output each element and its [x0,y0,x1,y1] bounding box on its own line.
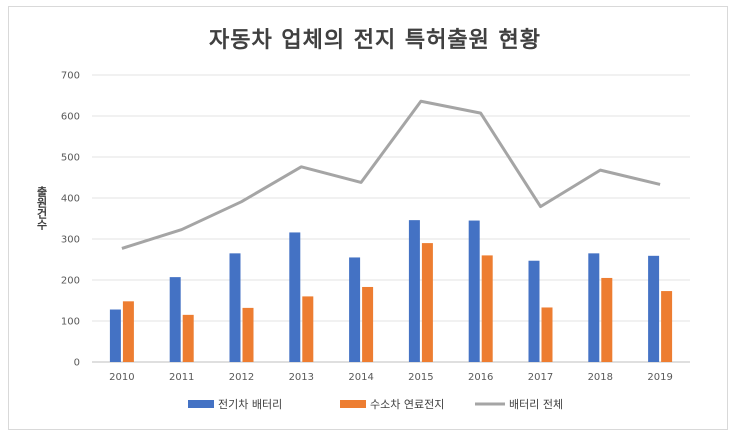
y-tick-label: 400 [61,194,80,205]
legend-label: 배터리 전체 [509,398,563,411]
x-tick-label: 2018 [588,372,613,383]
y-axis-label: 출원건수 [35,186,48,230]
bar-ev-battery [349,257,361,362]
bar-fuel-cell [122,301,134,362]
legend-label: 수소차 연료전지 [370,398,444,411]
x-tick-label: 2016 [468,372,493,383]
y-tick-label: 0 [74,358,80,369]
bar-fuel-cell [481,255,493,362]
bar-fuel-cell [661,291,673,362]
bar-fuel-cell [362,286,374,362]
legend-swatch [340,400,366,408]
legend-label: 전기차 배터리 [218,398,282,411]
y-tick-label: 300 [61,235,80,246]
bar-fuel-cell [421,243,433,362]
legend-swatch [188,400,214,408]
bar-fuel-cell [541,307,553,362]
y-tick-label: 600 [61,112,80,123]
y-tick-label: 500 [61,153,80,164]
bar-fuel-cell [302,296,314,362]
bar-ev-battery [408,220,420,362]
bar-ev-battery [468,220,480,362]
bar-ev-battery [109,309,121,362]
x-tick-label: 2014 [348,372,373,383]
y-tick-label: 200 [61,276,80,287]
x-tick-label: 2011 [169,372,194,383]
bar-ev-battery [588,253,600,362]
x-tick-label: 2017 [528,372,553,383]
bar-ev-battery [528,260,540,362]
bar-ev-battery [289,232,301,362]
x-tick-label: 2012 [229,372,254,383]
chart-title: 자동차 업체의 전지 특허출원 현황 [209,28,541,53]
bar-ev-battery [648,255,660,362]
y-tick-label: 700 [61,71,80,82]
bar-ev-battery [169,277,181,362]
bar-fuel-cell [601,277,613,362]
x-tick-label: 2013 [289,372,314,383]
line-battery-total [121,99,661,250]
x-tick-label: 2019 [647,372,672,383]
x-tick-label: 2010 [109,372,134,383]
bar-ev-battery [229,253,241,362]
x-tick-label: 2015 [408,372,433,383]
bar-fuel-cell [242,307,254,362]
bar-fuel-cell [182,314,194,362]
y-tick-label: 100 [61,317,80,328]
